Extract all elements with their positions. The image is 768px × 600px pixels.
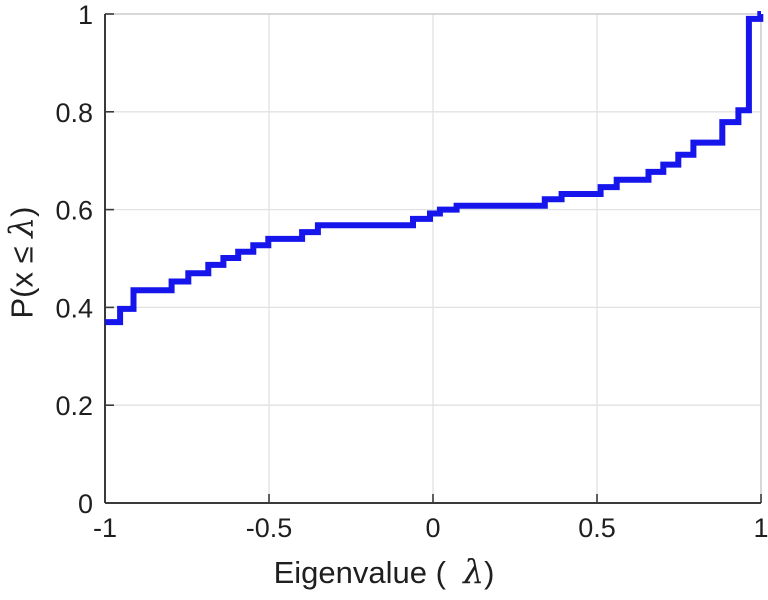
y-axis-label-text: P(x ≤ bbox=[4, 237, 40, 319]
y-tick-label: 0.8 bbox=[55, 98, 93, 128]
tick-labels: -1 -0.5 0 0.5 1 0 0.2 0.4 0.6 0.8 1 bbox=[55, 0, 768, 543]
cdf-step-line bbox=[105, 11, 764, 326]
lambda-symbol: λ bbox=[1, 216, 41, 238]
y-axis-label: P(x ≤ λ) bbox=[2, 13, 41, 513]
x-axis-label: Eigenvalue ( λ) bbox=[0, 552, 768, 591]
x-tick-label: -0.5 bbox=[246, 513, 293, 543]
x-axis-label-text: Eigenvalue ( bbox=[273, 555, 464, 590]
y-tick-label: 0 bbox=[78, 489, 93, 519]
x-axis-label-close: ) bbox=[484, 555, 495, 590]
x-tick-label: -1 bbox=[93, 513, 117, 543]
x-tick-label: 1 bbox=[753, 513, 768, 543]
y-tick-label: 0.4 bbox=[55, 293, 93, 323]
lambda-symbol: λ bbox=[463, 552, 485, 591]
grid-lines bbox=[105, 13, 761, 503]
y-axis-label-close: ) bbox=[4, 206, 40, 217]
x-tick-label: 0 bbox=[425, 513, 440, 543]
y-tick-label: 0.2 bbox=[55, 391, 93, 421]
y-tick-label: 0.6 bbox=[55, 196, 93, 226]
axis-ticks bbox=[104, 13, 762, 504]
x-tick-label: 0.5 bbox=[578, 513, 616, 543]
y-tick-label: 1 bbox=[78, 0, 93, 30]
